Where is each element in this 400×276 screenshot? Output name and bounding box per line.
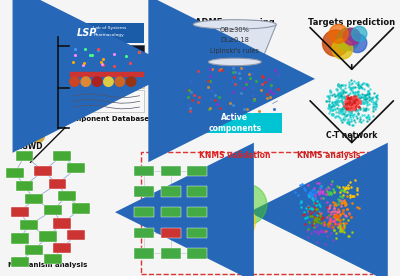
Circle shape (115, 77, 124, 86)
Text: DSD: DSD (20, 60, 38, 69)
Circle shape (14, 129, 27, 143)
Circle shape (31, 73, 44, 86)
FancyBboxPatch shape (161, 228, 180, 238)
FancyBboxPatch shape (134, 248, 154, 259)
FancyBboxPatch shape (16, 181, 34, 191)
Text: Mechanism analysis: Mechanism analysis (8, 262, 88, 269)
FancyBboxPatch shape (161, 207, 180, 217)
Circle shape (14, 73, 27, 86)
FancyBboxPatch shape (134, 166, 154, 176)
FancyBboxPatch shape (58, 191, 76, 201)
FancyBboxPatch shape (11, 257, 29, 267)
Circle shape (70, 77, 79, 86)
FancyBboxPatch shape (68, 230, 85, 240)
Text: HGWD: HGWD (16, 142, 43, 151)
Ellipse shape (193, 20, 276, 29)
FancyBboxPatch shape (72, 203, 90, 214)
FancyBboxPatch shape (39, 231, 57, 242)
Text: ADME  screening: ADME screening (195, 18, 275, 27)
Circle shape (337, 28, 359, 51)
Circle shape (225, 184, 267, 225)
Text: DL≥0.18: DL≥0.18 (220, 37, 249, 43)
FancyBboxPatch shape (187, 166, 207, 176)
Circle shape (31, 113, 44, 126)
FancyBboxPatch shape (188, 113, 282, 133)
Text: OB≥30%: OB≥30% (220, 27, 250, 33)
Circle shape (14, 90, 27, 103)
FancyBboxPatch shape (187, 228, 207, 238)
FancyBboxPatch shape (44, 254, 62, 264)
FancyBboxPatch shape (20, 220, 38, 230)
FancyBboxPatch shape (53, 243, 71, 253)
Text: Component Database: Component Database (64, 116, 149, 122)
Circle shape (343, 28, 360, 45)
Text: Targets prediction: Targets prediction (308, 18, 395, 27)
FancyBboxPatch shape (53, 151, 71, 161)
FancyBboxPatch shape (68, 163, 85, 173)
Circle shape (329, 24, 348, 43)
FancyBboxPatch shape (69, 90, 144, 112)
Text: Lipinski's rules: Lipinski's rules (210, 48, 259, 54)
FancyBboxPatch shape (6, 168, 24, 178)
Ellipse shape (208, 58, 261, 66)
Text: KNMS analysis: KNMS analysis (298, 151, 361, 160)
FancyBboxPatch shape (11, 207, 29, 217)
FancyBboxPatch shape (44, 205, 62, 216)
Circle shape (14, 48, 27, 61)
Polygon shape (193, 24, 276, 62)
FancyBboxPatch shape (48, 179, 66, 189)
Text: GFD: GFD (20, 102, 38, 112)
Circle shape (31, 48, 44, 61)
FancyBboxPatch shape (187, 186, 207, 197)
FancyBboxPatch shape (16, 151, 34, 161)
FancyBboxPatch shape (11, 233, 29, 244)
FancyBboxPatch shape (161, 186, 180, 197)
Circle shape (348, 34, 367, 52)
FancyBboxPatch shape (161, 166, 180, 176)
Text: LSP: LSP (76, 28, 97, 38)
FancyBboxPatch shape (134, 228, 154, 238)
FancyBboxPatch shape (25, 194, 43, 204)
Text: KNMS validation: KNMS validation (199, 151, 270, 160)
FancyBboxPatch shape (69, 70, 144, 88)
Circle shape (14, 113, 27, 126)
FancyBboxPatch shape (69, 45, 144, 68)
FancyBboxPatch shape (53, 218, 71, 229)
Circle shape (352, 26, 367, 41)
Text: Lab of Systems: Lab of Systems (93, 26, 127, 30)
Text: Pharmacology: Pharmacology (93, 33, 124, 37)
FancyBboxPatch shape (161, 248, 180, 259)
Text: C-T network: C-T network (326, 131, 378, 140)
Circle shape (126, 77, 136, 86)
Circle shape (31, 31, 44, 44)
FancyBboxPatch shape (187, 248, 207, 259)
FancyBboxPatch shape (187, 207, 207, 217)
Circle shape (104, 77, 113, 86)
FancyBboxPatch shape (69, 23, 144, 43)
Circle shape (14, 31, 27, 44)
Circle shape (81, 77, 90, 86)
Circle shape (203, 184, 244, 225)
Circle shape (31, 129, 44, 143)
FancyBboxPatch shape (34, 166, 52, 176)
FancyBboxPatch shape (134, 186, 154, 197)
Circle shape (92, 77, 102, 86)
Circle shape (31, 90, 44, 103)
FancyBboxPatch shape (134, 207, 154, 217)
FancyBboxPatch shape (25, 245, 43, 255)
Circle shape (322, 30, 349, 56)
Text: Active
components: Active components (208, 113, 261, 133)
Circle shape (332, 38, 353, 59)
Circle shape (214, 201, 256, 242)
